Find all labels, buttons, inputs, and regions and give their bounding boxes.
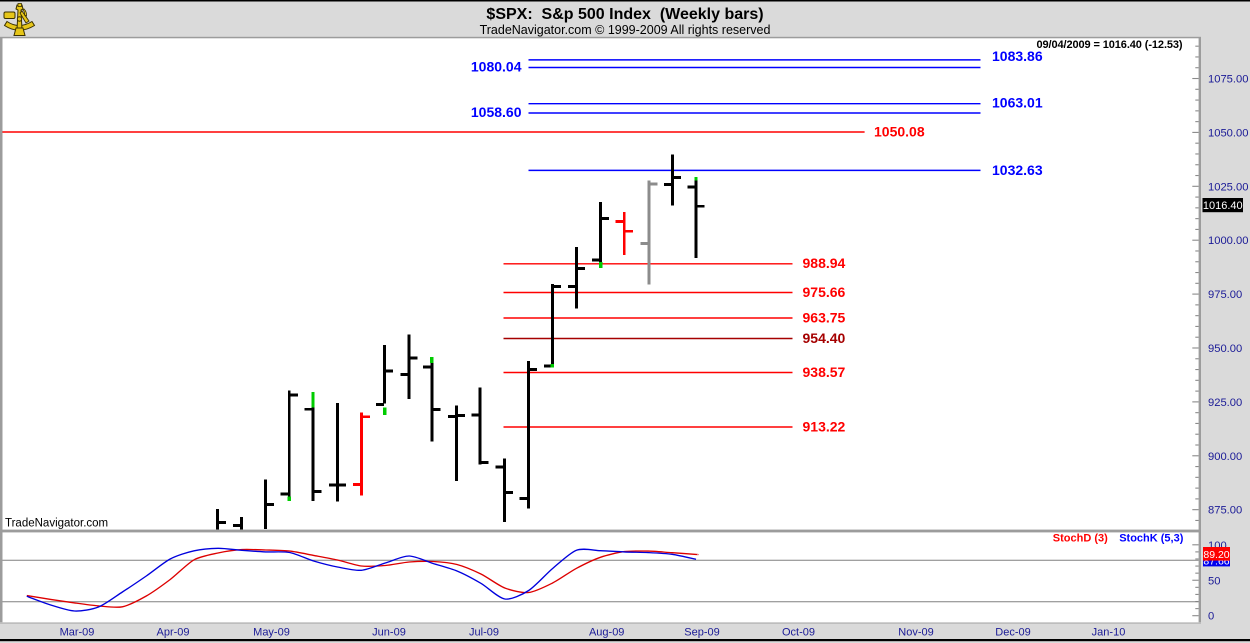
svg-text:900.00: 900.00	[1208, 451, 1242, 463]
svg-text:StochD (3): StochD (3)	[1053, 533, 1108, 545]
svg-text:09/04/2009 = 1016.40 (-12.53): 09/04/2009 = 1016.40 (-12.53)	[1036, 39, 1182, 51]
svg-text:1080.04: 1080.04	[471, 58, 522, 74]
svg-text:1000.00: 1000.00	[1208, 235, 1248, 247]
svg-text:1075.00: 1075.00	[1208, 74, 1248, 86]
svg-text:1058.60: 1058.60	[471, 104, 522, 120]
svg-text:963.75: 963.75	[803, 309, 846, 325]
svg-text:950.00: 950.00	[1208, 343, 1242, 355]
svg-text:Nov-09: Nov-09	[898, 626, 933, 638]
svg-text:May-09: May-09	[253, 626, 290, 638]
svg-text:$SPX: S&p 500 Index (Weekly: $SPX: S&p 500 Index (Weekly bars)	[486, 6, 763, 23]
svg-text:938.57: 938.57	[803, 364, 846, 380]
svg-text:Aug-09: Aug-09	[589, 626, 624, 638]
svg-text:988.94: 988.94	[803, 255, 846, 271]
svg-text:1016.40: 1016.40	[1203, 200, 1243, 212]
svg-text:913.22: 913.22	[803, 418, 846, 434]
svg-text:1050.08: 1050.08	[874, 123, 925, 139]
svg-text:Oct-09: Oct-09	[782, 626, 815, 638]
svg-text:50: 50	[1208, 575, 1220, 587]
svg-text:925.00: 925.00	[1208, 397, 1242, 409]
svg-text:Apr-09: Apr-09	[156, 626, 189, 638]
svg-text:Mar-09: Mar-09	[60, 626, 95, 638]
svg-text:Dec-09: Dec-09	[995, 626, 1030, 638]
svg-text:1063.01: 1063.01	[992, 94, 1043, 110]
svg-text:Jun-09: Jun-09	[372, 626, 406, 638]
svg-text:StochK (5,3): StochK (5,3)	[1119, 533, 1184, 545]
svg-text:TradeNavigator.com: TradeNavigator.com	[5, 518, 108, 530]
svg-text:0: 0	[1208, 611, 1214, 623]
svg-text:Sep-09: Sep-09	[684, 626, 719, 638]
svg-text:1050.00: 1050.00	[1208, 127, 1248, 139]
svg-text:Jul-09: Jul-09	[469, 626, 499, 638]
svg-text:975.00: 975.00	[1208, 289, 1242, 301]
svg-text:1032.63: 1032.63	[992, 162, 1043, 178]
svg-text:89.20: 89.20	[1203, 549, 1229, 561]
svg-text:975.66: 975.66	[803, 284, 846, 300]
svg-text:954.40: 954.40	[803, 330, 846, 346]
svg-text:1083.86: 1083.86	[992, 48, 1043, 64]
svg-text:TradeNavigator.com © 1999-2009: TradeNavigator.com © 1999-2009 All right…	[480, 23, 771, 37]
svg-text:875.00: 875.00	[1208, 505, 1242, 517]
svg-text:1025.00: 1025.00	[1208, 181, 1248, 193]
svg-text:Jan-10: Jan-10	[1092, 626, 1126, 638]
